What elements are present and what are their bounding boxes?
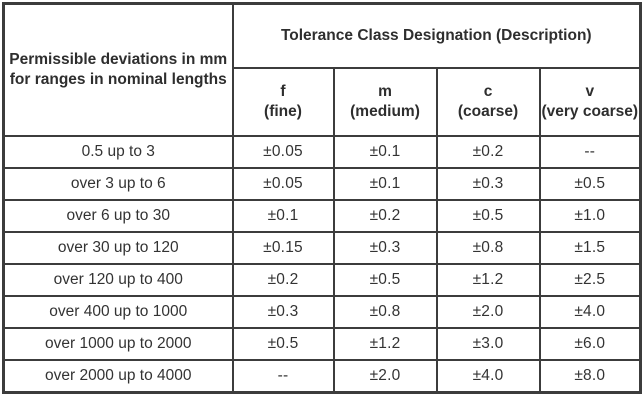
deviation-value-cell: ±8.0 — [538, 359, 642, 394]
deviation-value-cell: ±2.5 — [538, 263, 642, 297]
range-cell: over 1000 up to 2000 — [2, 327, 234, 361]
tolerance-table: Permissible deviations in mm for ranges … — [2, 2, 643, 394]
deviation-value-cell: -- — [538, 135, 642, 169]
range-cell: over 120 up to 400 — [2, 263, 234, 297]
range-cell: over 30 up to 120 — [2, 231, 234, 265]
class-header-fine: f (fine) — [231, 67, 335, 137]
table-row: 0.5 up to 3 ±0.05 ±0.1 ±0.2 -- — [2, 135, 642, 169]
table-row: over 400 up to 1000 ±0.3 ±0.8 ±2.0 ±4.0 — [2, 295, 642, 329]
deviation-value-cell: ±0.1 — [332, 135, 438, 169]
range-cell: over 400 up to 1000 — [2, 295, 234, 329]
deviation-value-cell: ±0.05 — [231, 135, 335, 169]
deviation-value-cell: ±0.8 — [435, 231, 541, 265]
table-title: Tolerance Class Designation (Description… — [231, 2, 642, 69]
class-description: (very coarse) — [541, 103, 639, 120]
class-header-coarse: c (coarse) — [435, 67, 541, 137]
deviation-value-cell: ±2.0 — [332, 359, 438, 394]
deviation-value-cell: ±0.5 — [538, 167, 642, 201]
range-cell: over 2000 up to 4000 — [2, 359, 234, 394]
deviation-value-cell: ±1.2 — [435, 263, 541, 297]
deviation-value-cell: ±0.2 — [435, 135, 541, 169]
table-row: over 6 up to 30 ±0.1 ±0.2 ±0.5 ±1.0 — [2, 199, 642, 233]
deviation-value-cell: ±2.0 — [435, 295, 541, 329]
deviation-value-cell: ±1.5 — [538, 231, 642, 265]
table-body: 0.5 up to 3 ±0.05 ±0.1 ±0.2 -- over 3 up to 6… — [2, 135, 642, 394]
range-cell: over 6 up to 30 — [2, 199, 234, 233]
deviation-value-cell: ±6.0 — [538, 327, 642, 361]
deviation-value-cell: ±1.0 — [538, 199, 642, 233]
deviation-value-cell: ±0.5 — [435, 199, 541, 233]
deviation-value-cell: ±0.3 — [435, 167, 541, 201]
deviation-value-cell: ±0.5 — [231, 327, 335, 361]
class-symbol: c — [483, 82, 493, 100]
deviation-value-cell: ±0.05 — [231, 167, 335, 201]
range-cell: over 3 up to 6 — [2, 167, 234, 201]
class-symbol: m — [378, 82, 392, 100]
range-cell: 0.5 up to 3 — [2, 135, 234, 169]
table-row: over 30 up to 120 ±0.15 ±0.3 ±0.8 ±1.5 — [2, 231, 642, 265]
class-description: (coarse) — [457, 103, 519, 120]
deviation-value-cell: ±0.1 — [231, 199, 335, 233]
deviation-value-cell: ±4.0 — [435, 359, 541, 394]
table-title-row: Permissible deviations in mm for ranges … — [2, 2, 642, 137]
table-row: over 1000 up to 2000 ±0.5 ±1.2 ±3.0 ±6.0 — [2, 327, 642, 361]
class-description: (fine) — [264, 103, 302, 120]
class-symbol: f — [280, 82, 286, 100]
table-row: over 3 up to 6 ±0.05 ±0.1 ±0.3 ±0.5 — [2, 167, 642, 201]
deviation-value-cell: ±0.3 — [231, 295, 335, 329]
table-row: over 2000 up to 4000 -- ±2.0 ±4.0 ±8.0 — [2, 359, 642, 394]
class-header-row: f (fine) m (medium) c (coarse) v (very c… — [4, 67, 642, 137]
deviation-value-cell: ±0.5 — [332, 263, 438, 297]
deviation-value-cell: ±0.3 — [332, 231, 438, 265]
class-symbol: v — [585, 82, 595, 100]
deviation-value-cell: ±0.15 — [231, 231, 335, 265]
table-row: over 120 up to 400 ±0.2 ±0.5 ±1.2 ±2.5 — [2, 263, 642, 297]
deviation-value-cell: ±0.2 — [332, 199, 438, 233]
deviation-value-cell: ±1.2 — [332, 327, 438, 361]
deviation-value-cell: ±4.0 — [538, 295, 642, 329]
deviation-value-cell: ±0.8 — [332, 295, 438, 329]
deviation-value-cell: ±3.0 — [435, 327, 541, 361]
class-header-very-coarse: v (very coarse) — [538, 67, 642, 137]
deviation-value-cell: ±0.2 — [231, 263, 335, 297]
deviation-value-cell: -- — [231, 359, 335, 394]
class-description: (medium) — [350, 103, 420, 120]
class-header-medium: m (medium) — [332, 67, 438, 137]
deviation-value-cell: ±0.1 — [332, 167, 438, 201]
row-header: Permissible deviations in mm for ranges … — [2, 2, 234, 137]
